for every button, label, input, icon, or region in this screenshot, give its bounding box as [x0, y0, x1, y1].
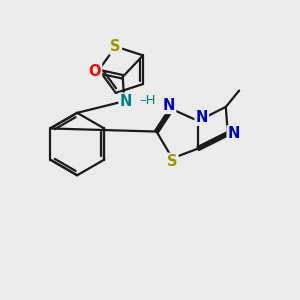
Text: S: S: [110, 39, 121, 54]
Text: N: N: [228, 126, 240, 141]
Text: N: N: [119, 94, 132, 109]
Text: N: N: [196, 110, 208, 125]
Text: S: S: [167, 154, 178, 169]
Text: O: O: [88, 64, 101, 79]
Text: –H: –H: [140, 94, 156, 107]
Text: N: N: [163, 98, 175, 113]
